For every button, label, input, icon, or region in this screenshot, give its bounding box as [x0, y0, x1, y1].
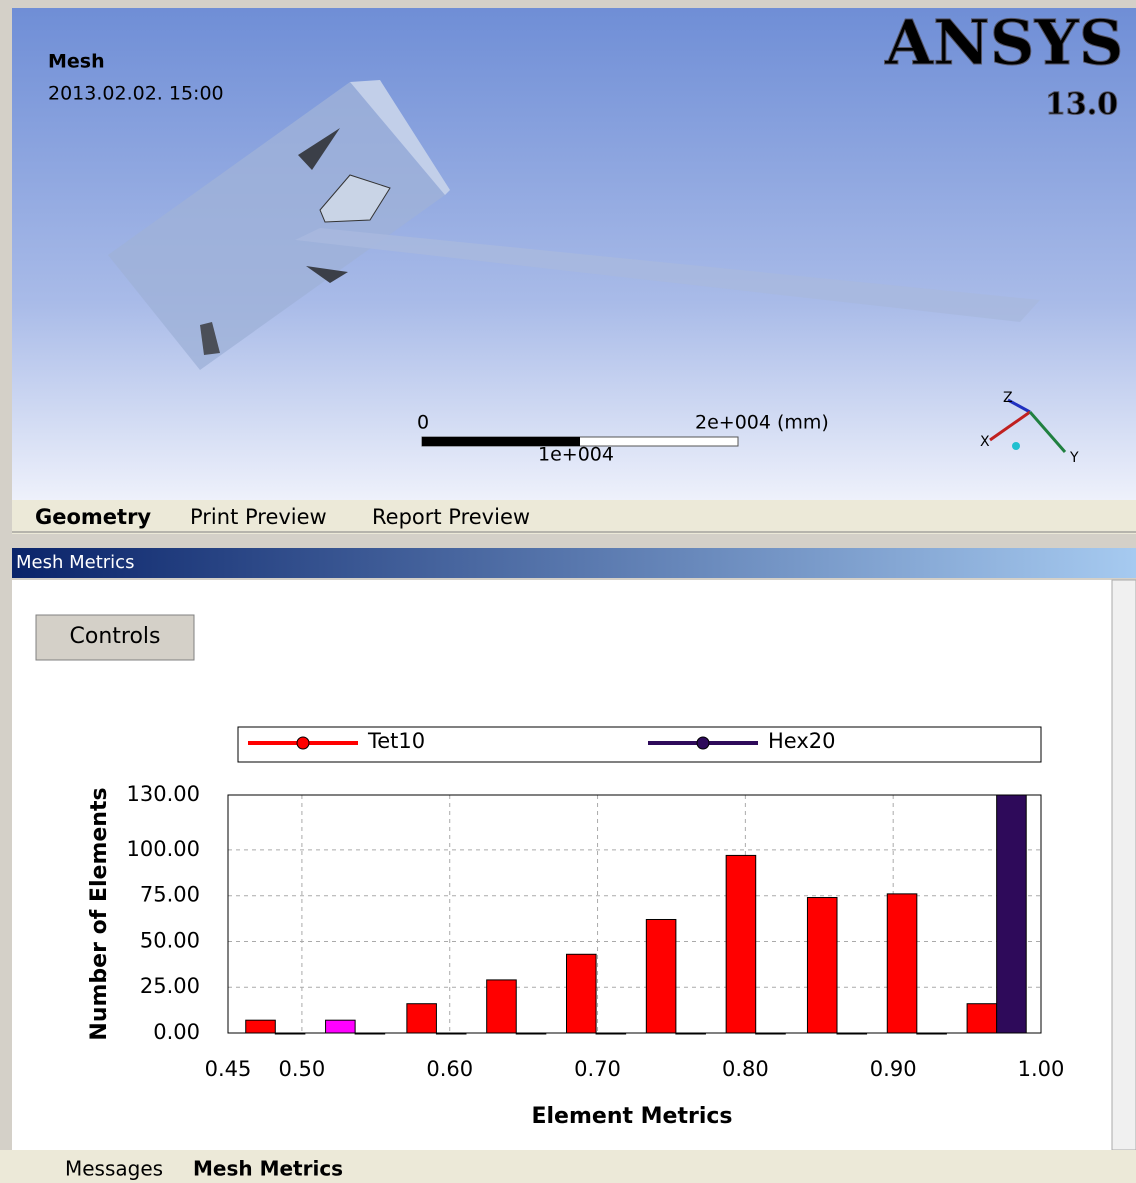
- y-tick-label: 25.00: [140, 974, 200, 998]
- bar: [807, 898, 837, 1033]
- bar: [487, 980, 517, 1033]
- bar: [967, 1004, 997, 1033]
- scrollbar[interactable]: [1112, 580, 1136, 1150]
- tab[interactable]: Print Preview: [190, 505, 327, 529]
- bar: [726, 855, 756, 1033]
- axis-label: Z: [1003, 390, 1013, 406]
- tab[interactable]: Geometry: [35, 505, 151, 529]
- bottom-tab-bar: [0, 1150, 1136, 1183]
- bottom-tab[interactable]: Messages: [65, 1157, 163, 1181]
- bar: [326, 1020, 356, 1033]
- x-tick-label: 1.00: [1018, 1057, 1065, 1081]
- axis-label: Y: [1069, 450, 1079, 466]
- x-tick-label: 0.50: [279, 1057, 326, 1081]
- y-axis-label: Number of Elements: [87, 787, 112, 1040]
- logo: ANSYS: [884, 6, 1124, 79]
- bar: [246, 1020, 276, 1033]
- legend-label: Tet10: [367, 729, 425, 753]
- axis-label: X: [980, 434, 990, 450]
- bar: [887, 894, 917, 1033]
- legend: [238, 727, 1041, 762]
- y-tick-label: 100.00: [127, 837, 200, 861]
- legend-marker: [697, 737, 709, 749]
- panel-titlebar: [12, 548, 1136, 578]
- legend-label: Hex20: [768, 729, 836, 753]
- viewport-date: 2013.02.02. 15:00: [48, 83, 224, 105]
- scale-mid: 1e+004: [538, 444, 614, 466]
- y-tick-label: 130.00: [127, 782, 200, 806]
- scale-start: 0: [417, 412, 429, 434]
- x-tick-label: 0.45: [205, 1057, 252, 1081]
- button-label[interactable]: Controls: [70, 624, 161, 649]
- legend-marker: [297, 737, 309, 749]
- y-tick-label: 75.00: [140, 883, 200, 907]
- viewport-title: Mesh: [48, 51, 105, 73]
- bar: [407, 1004, 437, 1033]
- version: 13.0: [1045, 87, 1118, 122]
- x-axis-label: Element Metrics: [531, 1104, 732, 1129]
- y-tick-label: 0.00: [153, 1020, 200, 1044]
- x-tick-label: 0.60: [426, 1057, 473, 1081]
- bar: [646, 919, 676, 1033]
- x-tick-label: 0.70: [574, 1057, 621, 1081]
- scale-end: 2e+004 (mm): [695, 412, 829, 434]
- screen: Mesh 2013.02.02. 15:00 ANSYS 13.0 0 2e+0…: [0, 0, 1136, 1183]
- bar: [997, 795, 1027, 1033]
- page: Mesh 2013.02.02. 15:00 ANSYS 13.0 0 2e+0…: [0, 0, 1136, 1183]
- panel-content: [12, 580, 1112, 1150]
- bar: [567, 954, 597, 1033]
- axis-origin: [1012, 442, 1020, 450]
- y-tick-label: 50.00: [140, 928, 200, 952]
- bottom-tab[interactable]: Mesh Metrics: [193, 1157, 343, 1181]
- x-tick-label: 0.80: [722, 1057, 769, 1081]
- panel-title: Mesh Metrics: [16, 552, 134, 573]
- x-tick-label: 0.90: [870, 1057, 917, 1081]
- tab[interactable]: Report Preview: [372, 505, 530, 529]
- tab-bar: [12, 500, 1136, 534]
